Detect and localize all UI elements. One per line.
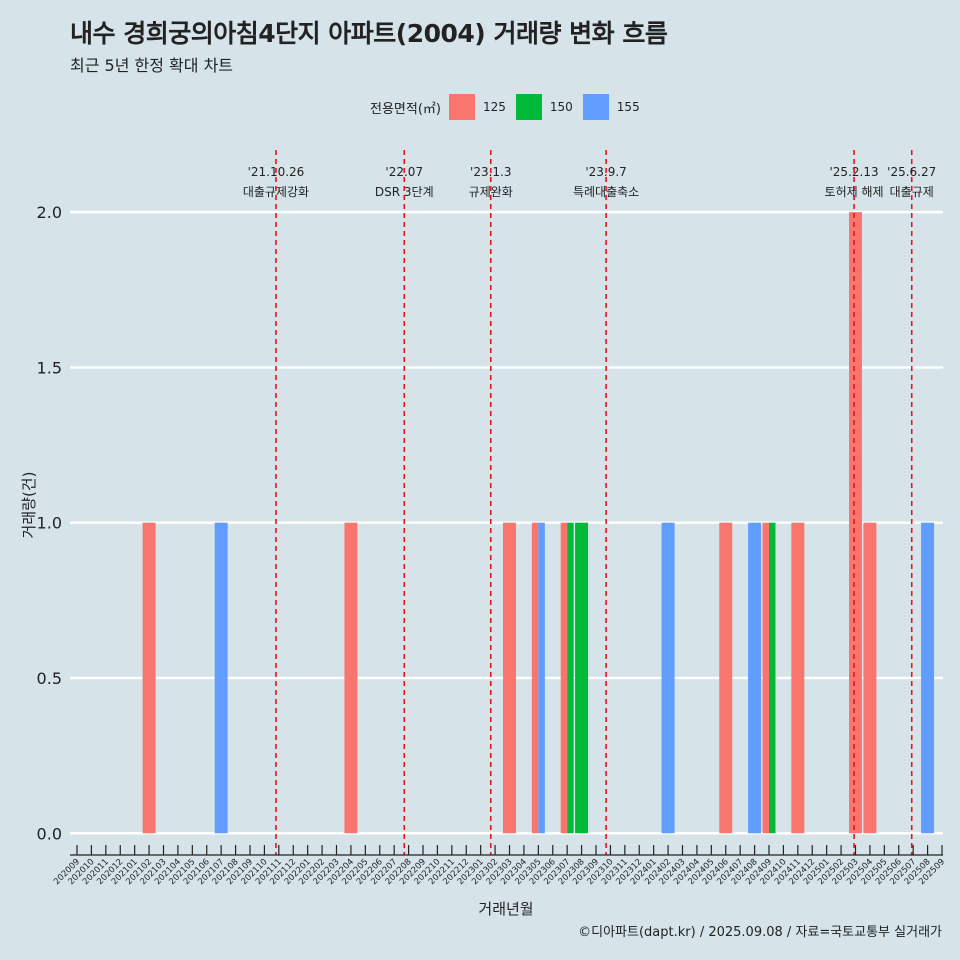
bar-202204-125 [344, 522, 358, 834]
bar-202409-150 [769, 522, 776, 834]
bar-202305-155 [538, 522, 545, 834]
bar-202503-125 [849, 212, 862, 834]
y-tick-label: 1.5 [37, 358, 62, 377]
bar-202102-125 [142, 522, 156, 834]
bar-202308-150 [575, 522, 589, 834]
bar-layer [142, 212, 935, 834]
event-date-label: '22.07 [385, 165, 423, 179]
y-tick-label: 2.0 [37, 203, 62, 222]
event-layer: '21.10.26 대출규제강화 '22.07 DSR 3단계 '23.1.3 규제완화 '… [243, 150, 936, 855]
y-tick-label: 0.0 [37, 824, 62, 843]
y-tick-label: 0.5 [37, 669, 62, 688]
bar-202307-150 [567, 522, 574, 834]
event-date-label: '25.6.27 [887, 165, 936, 179]
bar-202409-125 [762, 522, 769, 834]
caption: ©디아파트(dapt.kr) / 2025.09.08 / 자료=국토교통부 실… [578, 925, 942, 940]
event-date-label: '25.2.13 [830, 165, 879, 179]
bar-202504-125 [863, 522, 877, 834]
event-name-label: 토허제 해제 [825, 185, 884, 199]
bar-202406-125 [719, 522, 733, 834]
event-name-label: 규제완화 [469, 185, 513, 199]
event-name-label: 대출규제강화 [243, 185, 309, 199]
legend-title: 전용면적(㎡) [370, 101, 441, 117]
legend-swatch-155 [582, 94, 609, 120]
y-axis-title: 거래량(건) [20, 472, 38, 539]
legend-label-150: 150 [549, 100, 573, 114]
event-date-label: '23.9.7 [585, 165, 626, 179]
event-name-label: 특례대출축소 [573, 185, 639, 199]
legend-label-125: 125 [482, 100, 506, 114]
legend-label-155: 155 [616, 100, 640, 114]
legend: 전용면적(㎡) 125 150 155 [370, 93, 650, 121]
chart-subtitle: 최근 5년 한정 확대 차트 [70, 56, 234, 75]
bar-202402-155 [661, 522, 675, 834]
bar-202303-125 [503, 522, 516, 834]
event-date-label: '21.10.26 [248, 165, 305, 179]
event-name-label: DSR 3단계 [375, 185, 434, 199]
bar-202411-125 [791, 522, 805, 834]
bar-202408-155 [748, 522, 762, 834]
axis-layer: 0.00.51.01.52.02020092020102020112020122… [37, 203, 948, 887]
bar-202305-125 [531, 522, 539, 834]
y-tick-label: 1.0 [37, 514, 62, 533]
x-axis-title: 거래년월 [478, 900, 533, 918]
bar-202508-155 [921, 522, 935, 834]
event-date-label: '23.1.3 [470, 165, 511, 179]
bar-202107-155 [214, 522, 228, 834]
event-name-label: 대출규제 [890, 185, 934, 199]
chart-title: 내수 경희궁의아침4단지 아파트(2004) 거래량 변화 흐름 [70, 19, 668, 48]
legend-swatch-150 [515, 94, 542, 120]
bar-202307-125 [560, 522, 568, 834]
legend-swatch-125 [448, 94, 475, 120]
